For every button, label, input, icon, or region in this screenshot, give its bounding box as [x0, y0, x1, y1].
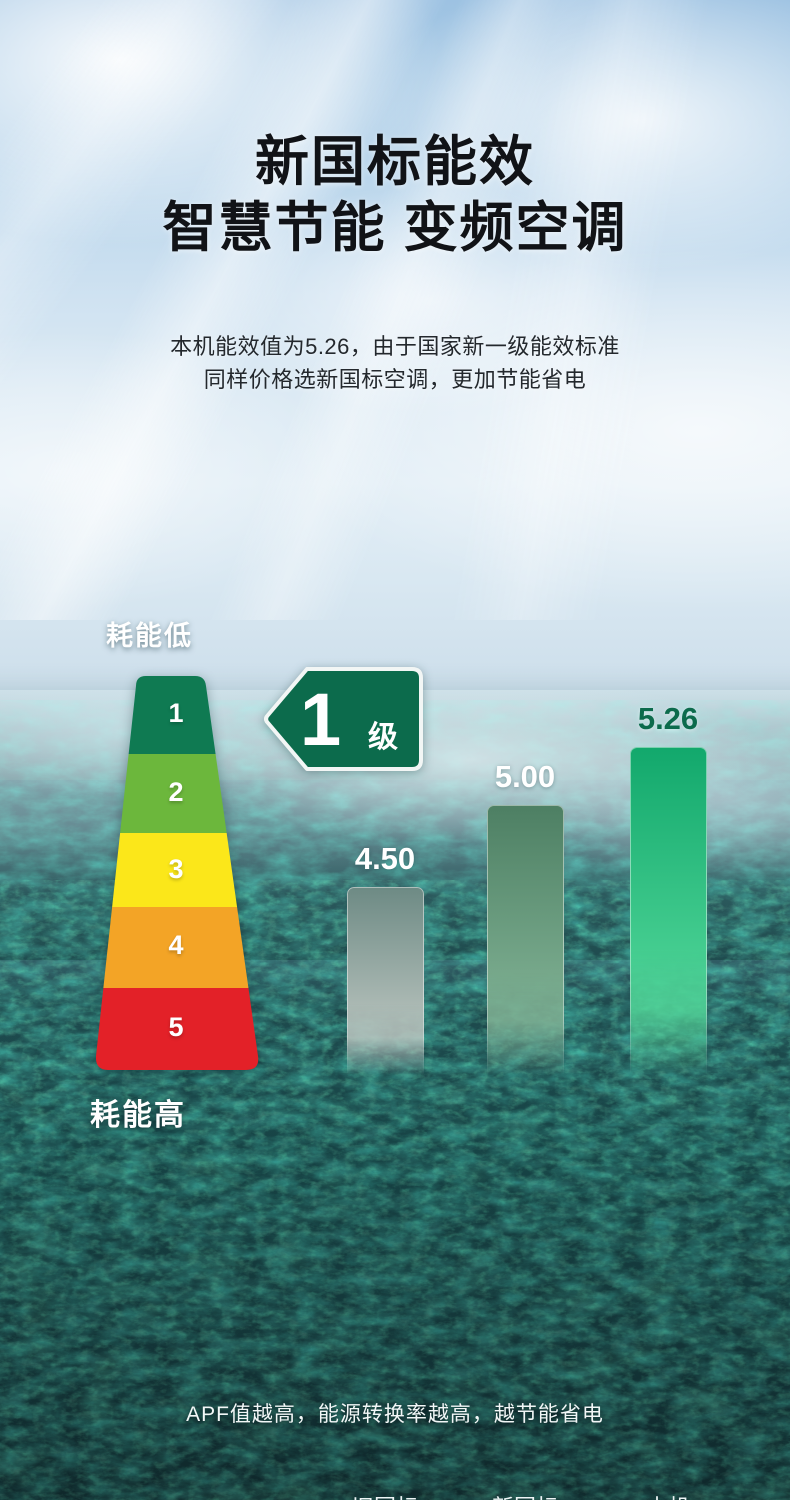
bar-label-1-line-1: 新国标 — [460, 1493, 590, 1500]
pyramid-tier-5 — [95, 988, 259, 1070]
energy-scale-pyramid: 耗能低 1 2 — [88, 606, 388, 1166]
bar-0 — [347, 887, 424, 1075]
grade-number: 1 — [300, 678, 342, 761]
footer-note: APF值越高，能源转换率越高，越节能省电 — [186, 1403, 604, 1426]
bar-2 — [630, 747, 707, 1075]
pyramid-graphic: 1 2 3 4 5 — [88, 676, 264, 1072]
subtitle: 本机能效值为5.26，由于国家新一级能效标准 同样价格选新国标空调，更加节能省电 — [0, 330, 790, 397]
bar-label-0: 旧国标 一级能效 — [320, 1493, 450, 1500]
bar-label-2-line-1: 本机 — [603, 1493, 733, 1500]
bar-value-2: 5.26 — [637, 701, 699, 736]
pyramid-svg — [95, 676, 259, 1070]
bar-label-2: 本机 APF值 — [603, 1493, 733, 1500]
subtitle-line-2: 同样价格选新国标空调，更加节能省电 — [203, 367, 587, 393]
bar-1 — [487, 805, 564, 1075]
grade-badge: 1 级 — [264, 666, 424, 772]
page-title: 新国标能效 智慧节能 变频空调 — [0, 130, 790, 262]
grade-badge-shape — [264, 667, 423, 771]
subtitle-line-1: 本机能效值为5.26，由于国家新一级能效标准 — [170, 334, 620, 359]
pyramid-tier-3 — [95, 833, 259, 907]
energy-low-label: 耗能低 — [106, 621, 193, 651]
title-line-1: 新国标能效 — [255, 132, 535, 192]
pyramid-tier-1 — [95, 676, 259, 754]
pyramid-tier-4 — [95, 907, 259, 988]
bar-label-1: 新国标 一级能效 — [460, 1493, 590, 1500]
apf-comparison-chart: 4.50 旧国标 一级能效 5.00 新国标 一级能效 5.26 — [330, 660, 790, 1500]
bar-label-0-line-1: 旧国标 — [320, 1493, 450, 1500]
pyramid-tier-2 — [95, 754, 259, 833]
bar-value-0: 4.50 — [354, 841, 416, 876]
title-line-2: 智慧节能 变频空调 — [162, 197, 628, 258]
energy-high-label: 耗能高 — [90, 1099, 186, 1132]
grade-unit-label: 级 — [368, 721, 398, 754]
bar-value-1: 5.00 — [494, 759, 556, 794]
